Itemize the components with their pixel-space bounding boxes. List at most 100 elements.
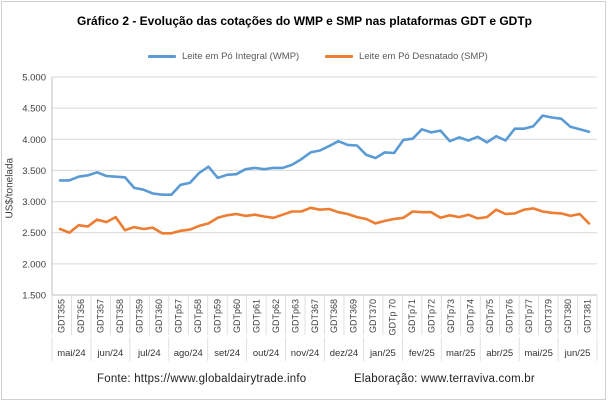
month-label: dez/24 [330, 348, 359, 359]
x-tick-label: GDTp 70 [388, 299, 398, 336]
data-point-wmp [523, 127, 525, 130]
data-point-wmp [550, 116, 553, 119]
data-point-wmp [560, 117, 563, 120]
data-point-wmp [421, 128, 423, 131]
data-point-wmp [541, 114, 544, 117]
month-label: jun/24 [96, 348, 123, 359]
data-point-smp [383, 219, 386, 222]
x-tick-label: GDTp73 [446, 299, 456, 333]
data-point-wmp [133, 186, 136, 189]
data-point-wmp [467, 139, 470, 142]
data-point-wmp [383, 151, 386, 154]
month-label: ago/24 [174, 348, 203, 359]
data-point-smp [68, 231, 71, 234]
data-point-smp [77, 224, 80, 227]
data-point-wmp [68, 179, 71, 182]
x-tick-label: GDTp75 [485, 299, 495, 333]
data-point-smp [86, 225, 89, 228]
data-point-wmp [374, 157, 377, 159]
x-tick-label: GDTp77 [524, 299, 534, 333]
data-point-wmp [495, 135, 498, 138]
data-point-smp [59, 228, 61, 230]
x-tick-label: GDTp59 [212, 299, 222, 333]
data-point-smp [216, 216, 219, 219]
x-tick-label: GDTp71 [407, 299, 417, 333]
legend-swatch-smp [325, 54, 353, 58]
data-point-wmp [439, 129, 442, 132]
x-tick-label: GDTp74 [465, 299, 475, 333]
data-point-wmp [105, 175, 108, 177]
data-point-wmp [253, 167, 256, 169]
data-point-smp [281, 213, 284, 216]
month-label: jul/24 [137, 348, 161, 359]
y-tick-label: 5.000 [22, 73, 46, 84]
data-point-smp [467, 213, 470, 216]
legend-item-smp: Leite em Pó Desnatado (SMP) [325, 51, 488, 62]
data-point-smp [189, 228, 191, 231]
month-label: fev/25 [409, 348, 435, 359]
legend-item-wmp: Leite em Pó Integral (WMP) [148, 51, 299, 62]
data-point-wmp [86, 174, 89, 177]
data-point-wmp [430, 131, 433, 134]
month-label: mai/25 [524, 348, 553, 359]
data-point-wmp [356, 144, 358, 147]
data-point-smp [588, 222, 590, 225]
month-label: jun/25 [564, 348, 591, 359]
x-tick-label: GDT360 [154, 299, 164, 333]
data-point-smp [421, 211, 423, 214]
data-point-wmp [263, 168, 266, 171]
data-point-wmp [179, 183, 182, 186]
x-tick-label: GDT358 [115, 299, 125, 333]
month-label: nov/24 [291, 348, 320, 359]
legend-label-smp: Leite em Pó Desnatado (SMP) [359, 51, 488, 62]
x-tick-label: GDT355 [57, 299, 67, 333]
x-tick-label: GDT359 [135, 299, 145, 333]
data-point-wmp [300, 158, 303, 161]
x-tick-label: GDT369 [349, 299, 359, 333]
data-point-smp [569, 214, 572, 217]
y-tick-label: 3.000 [22, 197, 46, 208]
data-point-smp [235, 213, 238, 215]
data-point-smp [253, 213, 256, 216]
legend-swatch-wmp [148, 54, 176, 58]
data-point-wmp [532, 125, 535, 128]
chart-title: Gráfico 2 - Evolução das cotações do WMP… [76, 14, 532, 28]
month-label: out/24 [253, 348, 279, 359]
data-point-wmp [588, 130, 590, 133]
data-point-smp [411, 210, 414, 213]
data-point-smp [476, 217, 479, 220]
data-point-smp [309, 206, 312, 209]
data-point-smp [458, 216, 460, 219]
data-point-wmp [216, 177, 219, 179]
data-point-smp [179, 229, 182, 232]
data-point-smp [161, 232, 163, 235]
x-tick-label: GDT370 [368, 299, 378, 333]
data-point-wmp [318, 149, 321, 152]
x-tick-label: GDT380 [563, 299, 573, 333]
x-tick-label: GDT367 [310, 299, 320, 333]
data-point-smp [318, 208, 321, 211]
data-point-wmp [189, 181, 191, 184]
data-point-smp [486, 216, 488, 219]
data-point-wmp [198, 172, 201, 174]
data-point-smp [272, 216, 275, 219]
data-point-wmp [411, 137, 414, 140]
y-tick-label: 2.000 [22, 259, 46, 270]
data-point-smp [560, 212, 563, 215]
footer-credit: Elaboração: www.terraviva.com.br [354, 373, 535, 385]
x-tick-label: GDT381 [582, 299, 592, 333]
data-point-wmp [337, 140, 340, 143]
data-point-smp [495, 208, 498, 211]
data-point-smp [439, 216, 442, 219]
data-point-smp [300, 210, 303, 213]
x-tick-label: GDTp58 [193, 299, 203, 333]
month-label: mai/24 [57, 348, 86, 359]
data-point-wmp [170, 193, 173, 196]
data-point-smp [124, 229, 126, 232]
data-point-wmp [96, 171, 99, 174]
data-point-smp [114, 216, 117, 219]
x-tick-label: GDT379 [543, 299, 553, 333]
data-point-smp [365, 218, 368, 220]
